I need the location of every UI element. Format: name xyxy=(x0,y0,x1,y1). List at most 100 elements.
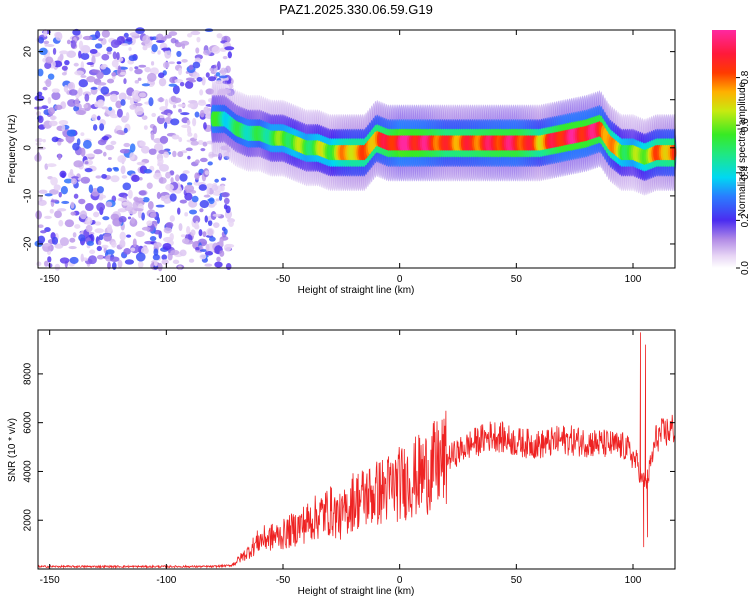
noise-blob xyxy=(47,256,52,263)
noise-blob xyxy=(72,28,81,36)
noise-blob xyxy=(46,163,57,168)
noise-blob xyxy=(110,140,117,146)
noise-blob xyxy=(84,161,89,165)
x-tick-label: -50 xyxy=(276,274,291,285)
noise-blob xyxy=(153,143,164,152)
noise-blob xyxy=(150,131,155,141)
snr-frame xyxy=(37,329,676,570)
noise-blob xyxy=(136,161,146,166)
noise-blob xyxy=(66,50,77,58)
colorbar-ticks: 0.0 0.2 0.4 0.6 0.8 xyxy=(736,70,750,275)
noise-blob xyxy=(216,256,221,262)
noise-blob xyxy=(115,100,122,109)
y-tick-label: 2000 xyxy=(23,509,34,532)
noise-blob xyxy=(172,259,180,265)
noise-blob xyxy=(179,249,187,257)
noise-blob xyxy=(84,168,93,173)
noise-blob xyxy=(157,262,163,272)
noise-blob xyxy=(96,254,105,260)
noise-blob xyxy=(89,249,96,255)
noise-blob xyxy=(167,112,171,118)
noise-blob xyxy=(181,124,190,129)
noise-blob xyxy=(207,161,213,166)
noise-blob xyxy=(118,216,127,223)
noise-blob xyxy=(192,61,201,69)
noise-blob xyxy=(37,199,47,206)
noise-blob xyxy=(163,226,172,234)
noise-blob xyxy=(215,198,220,202)
noise-blob xyxy=(61,124,66,132)
noise-blob xyxy=(123,142,131,148)
noise-blob xyxy=(54,243,64,249)
noise-blob xyxy=(88,255,97,265)
noise-blob xyxy=(127,189,133,199)
noise-blob xyxy=(91,55,96,65)
noise-blob xyxy=(67,99,77,107)
noise-blob xyxy=(119,239,126,248)
noise-blob xyxy=(163,151,170,158)
noise-blob xyxy=(100,86,110,95)
noise-blob xyxy=(54,104,63,111)
noise-blob xyxy=(127,216,132,220)
noise-blob xyxy=(159,114,165,119)
noise-blob xyxy=(42,243,51,247)
noise-blob xyxy=(150,61,155,66)
noise-blob xyxy=(72,142,80,151)
noise-blob xyxy=(57,153,62,161)
noise-blob xyxy=(172,150,177,158)
noise-blob xyxy=(91,114,97,122)
noise-blob xyxy=(128,55,137,62)
noise-blob xyxy=(78,234,86,242)
noise-blob xyxy=(157,97,165,103)
noise-blob xyxy=(58,138,64,143)
noise-blob xyxy=(35,138,43,143)
noise-blob xyxy=(187,155,191,160)
noise-blob xyxy=(141,83,151,87)
noise-blob xyxy=(44,61,52,69)
noise-blob xyxy=(158,72,165,79)
noise-blob xyxy=(151,112,157,118)
noise-blob xyxy=(105,144,115,151)
noise-blob xyxy=(50,199,60,203)
noise-blob xyxy=(179,173,188,182)
noise-blob xyxy=(40,230,47,234)
noise-blob xyxy=(101,29,110,38)
noise-blob xyxy=(146,72,157,82)
noise-blob xyxy=(102,151,107,157)
spectrogram-x-label: Height of straight line (km) xyxy=(298,285,415,296)
noise-blob xyxy=(123,78,127,85)
noise-blob xyxy=(83,103,89,109)
noise-blob xyxy=(86,240,94,246)
noise-blob xyxy=(55,31,63,41)
noise-blob xyxy=(80,44,91,54)
noise-blob xyxy=(34,95,45,102)
noise-blob xyxy=(137,261,144,269)
noise-blob xyxy=(186,119,191,126)
noise-blob xyxy=(94,228,104,234)
noise-blob xyxy=(188,79,197,83)
noise-blob xyxy=(85,217,93,226)
noise-blob xyxy=(112,51,117,60)
noise-blob xyxy=(51,236,59,245)
noise-blob xyxy=(152,125,157,135)
noise-blob xyxy=(34,106,44,110)
x-tick-label: -100 xyxy=(156,575,176,586)
noise-blob xyxy=(151,44,158,53)
noise-blob xyxy=(135,252,146,262)
noise-blob xyxy=(54,263,61,271)
noise-blob xyxy=(170,118,180,126)
noise-blob xyxy=(66,129,77,137)
noise-blob xyxy=(178,136,183,143)
noise-blob xyxy=(117,259,123,269)
x-tick-label: 100 xyxy=(625,575,642,586)
noise-blob xyxy=(119,71,127,76)
noise-blob xyxy=(105,201,113,208)
noise-blob xyxy=(224,46,235,51)
noise-blob xyxy=(211,45,221,54)
noise-blob xyxy=(88,184,94,194)
noise-blob xyxy=(119,148,130,154)
noise-blob xyxy=(133,208,144,212)
noise-blob xyxy=(169,215,175,222)
noise-blob xyxy=(225,263,232,271)
noise-blob xyxy=(193,133,198,140)
